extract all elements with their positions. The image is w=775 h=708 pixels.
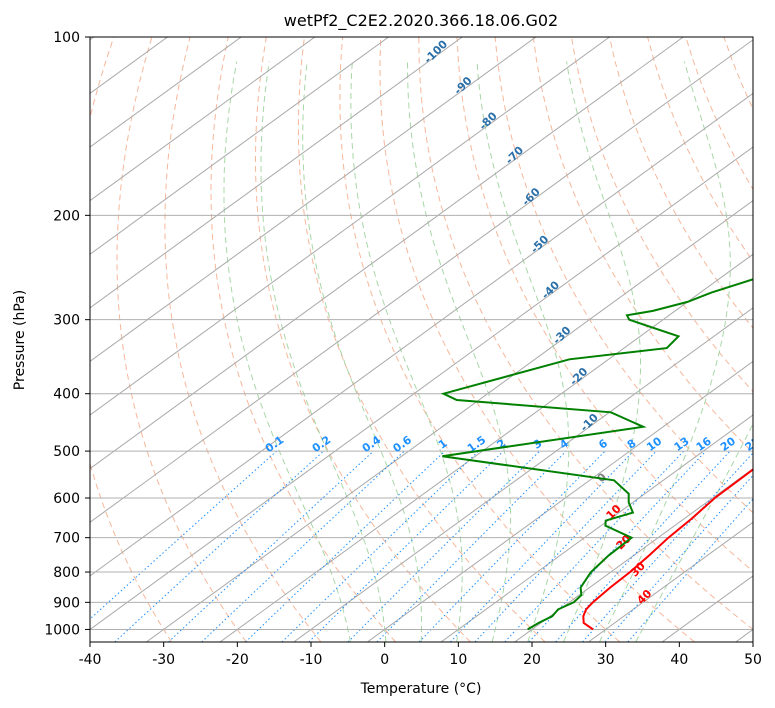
isotherm <box>90 92 753 577</box>
mixing-ratio-line <box>168 450 374 642</box>
x-tick-label: 50 <box>744 652 762 668</box>
mixing-ratio-label: 25 <box>743 435 763 454</box>
x-tick-label: -40 <box>79 652 102 668</box>
mixing-ratio-line <box>308 450 504 642</box>
moist-adiabat <box>223 61 351 642</box>
moist-adiabat <box>350 61 463 642</box>
isotherm <box>90 37 684 470</box>
temperature-profile <box>582 468 753 631</box>
mixing-ratio-line <box>418 450 606 642</box>
y-tick-label: 1000 <box>44 622 80 638</box>
dry-adiabat <box>456 37 753 572</box>
mixing-ratio-line <box>347 450 540 642</box>
y-tick-label: 300 <box>53 313 80 329</box>
x-tick-label: -10 <box>300 652 323 668</box>
isotherm <box>90 37 242 148</box>
isotherm <box>90 37 389 255</box>
y-tick-label: 800 <box>53 565 80 581</box>
isotherm <box>588 521 753 642</box>
x-tick-label: 30 <box>597 652 615 668</box>
mixing-ratio-line <box>449 450 634 642</box>
isotherm <box>146 200 753 642</box>
mixing-ratio-line <box>90 450 277 620</box>
x-tick-label: 0 <box>380 652 389 668</box>
isotherm <box>90 146 753 631</box>
dry-adiabat <box>254 37 471 642</box>
y-tick-label: 200 <box>53 208 80 224</box>
dry-adiabat <box>609 37 753 329</box>
moist-adiabat <box>260 61 387 642</box>
isotherm <box>514 468 753 642</box>
dry-adiabat <box>418 37 753 631</box>
y-tick-label: 100 <box>53 30 80 46</box>
x-axis: -40 -30 -20 -10 0 10 20 30 40 50 <box>79 642 762 668</box>
y-tick-label: 500 <box>53 444 80 460</box>
x-axis-label: Temperature (°C) <box>360 681 482 697</box>
isotherm <box>90 37 610 416</box>
x-tick-label: -20 <box>226 652 249 668</box>
y-tick-label: 600 <box>53 491 80 507</box>
isotherm <box>90 39 753 523</box>
y-tick-label: 700 <box>53 531 80 547</box>
isotherm <box>293 307 753 642</box>
mixing-ratio-line <box>604 474 753 642</box>
y-tick-label: 400 <box>53 387 80 403</box>
dewpoint-profile <box>440 278 753 631</box>
dry-adiabat <box>297 37 546 642</box>
moist-adiabat <box>476 61 570 642</box>
y-tick-label: 900 <box>53 595 80 611</box>
mixing-ratio-line <box>245 450 446 642</box>
dry-adiabat <box>339 37 621 642</box>
x-tick-label: 20 <box>523 652 541 668</box>
dry-adiabat <box>570 37 753 393</box>
mixing-ratio-line <box>376 450 567 642</box>
moist-adiabat <box>635 422 753 642</box>
x-tick-label: -30 <box>152 652 175 668</box>
x-tick-label: 10 <box>449 652 467 668</box>
isotherm <box>440 414 753 642</box>
x-tick-label: 40 <box>670 652 688 668</box>
isotherm <box>367 360 753 642</box>
plot-frame <box>89 36 754 643</box>
sounding-profiles <box>440 278 753 631</box>
chart-title: wetPf2_C2E2.2020.366.18.06.G02 <box>284 11 558 31</box>
moist-adiabat <box>302 61 422 642</box>
mixing-ratio-line <box>582 452 753 642</box>
dry-adiabat <box>90 37 173 642</box>
y-axis-label: Pressure (hPa) <box>12 290 28 390</box>
y-axis: 100 200 300 400 500 600 700 800 900 1000 <box>44 30 90 638</box>
isotherm <box>90 37 316 202</box>
moist-adiabat <box>407 61 511 642</box>
mixing-ratio-line <box>474 450 657 642</box>
mixing-ratio-line <box>528 450 707 642</box>
mixing-ratio-line <box>555 450 731 642</box>
background-lines <box>90 37 753 642</box>
dry-adiabat <box>116 37 247 642</box>
isotherm <box>219 253 753 642</box>
isotherm <box>90 37 537 363</box>
dry-adiabat <box>532 37 753 454</box>
isotherm <box>90 37 463 309</box>
